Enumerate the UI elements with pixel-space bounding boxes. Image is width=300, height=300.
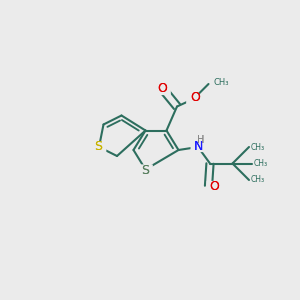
Text: S: S: [142, 164, 149, 178]
Text: O: O: [209, 179, 219, 193]
FancyBboxPatch shape: [92, 142, 106, 152]
Text: CH₃: CH₃: [254, 159, 268, 168]
Text: S: S: [94, 140, 102, 154]
Text: CH₃: CH₃: [250, 176, 265, 184]
Text: O: O: [209, 179, 219, 193]
Text: CH₃: CH₃: [214, 78, 230, 87]
FancyBboxPatch shape: [190, 142, 207, 152]
Text: O: O: [190, 91, 200, 104]
FancyBboxPatch shape: [186, 94, 201, 104]
Text: H: H: [197, 135, 204, 146]
Text: O: O: [157, 82, 167, 95]
Text: O: O: [157, 82, 167, 95]
FancyBboxPatch shape: [195, 136, 206, 145]
Text: N: N: [194, 140, 203, 154]
FancyBboxPatch shape: [138, 164, 153, 175]
Text: S: S: [94, 140, 102, 154]
FancyBboxPatch shape: [156, 85, 171, 95]
Text: N: N: [194, 140, 203, 154]
Text: CH₃: CH₃: [250, 142, 265, 152]
FancyBboxPatch shape: [207, 181, 221, 191]
Text: S: S: [142, 164, 149, 178]
Text: H: H: [197, 135, 204, 146]
Text: O: O: [190, 91, 200, 104]
